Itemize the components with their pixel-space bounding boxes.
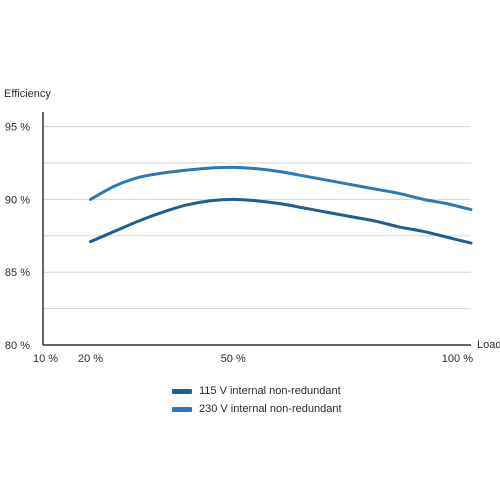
- legend-swatch-230v: [172, 406, 192, 412]
- x-axis-label: Load: [477, 339, 500, 351]
- legend-item-230v: 230 V internal non-redundant: [172, 400, 342, 418]
- y-tick-label: 80 %: [5, 340, 30, 352]
- y-tick-label: 95 %: [5, 122, 30, 134]
- x-tick-label: 20 %: [78, 353, 103, 365]
- x-tick-label: 100 %: [442, 353, 473, 365]
- x-tick-label: 10 %: [33, 353, 58, 365]
- series-line-1: [89, 165, 473, 212]
- y-tick-label: 85 %: [5, 267, 30, 279]
- series-line-0: [89, 197, 473, 245]
- y-tick-label: 90 %: [5, 194, 30, 206]
- legend-swatch-115v: [172, 388, 192, 394]
- legend-label-230v: 230 V internal non-redundant: [199, 403, 342, 415]
- y-axis-label: Efficiency: [4, 88, 51, 100]
- y-tick-labels: 80 % 85 % 90 % 95 %: [5, 122, 30, 352]
- x-tick-labels: 10 % 20 % 50 % 100 %: [33, 353, 473, 365]
- legend-label-115v: 115 V internal non-redundant: [199, 385, 341, 397]
- legend: 115 V internal non-redundant 230 V inter…: [172, 382, 342, 418]
- x-tick-label: 50 %: [221, 353, 246, 365]
- series-lines: [89, 165, 473, 245]
- legend-item-115v: 115 V internal non-redundant: [172, 382, 342, 400]
- grid-lines: [43, 126, 471, 310]
